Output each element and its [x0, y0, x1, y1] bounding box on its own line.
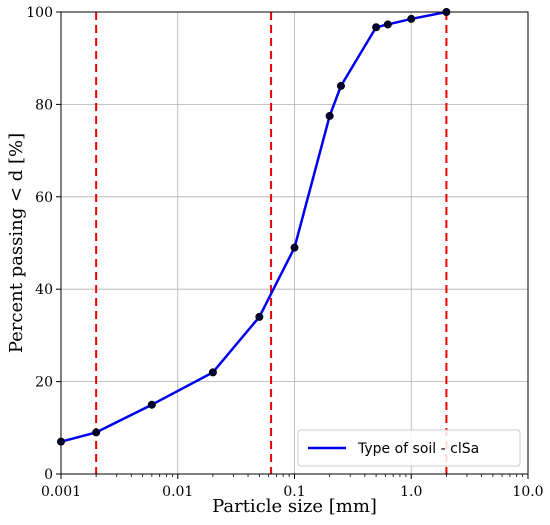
legend-entry-label: Type of soil - clSa [357, 441, 479, 457]
data-point [208, 368, 217, 377]
legend-box [297, 429, 521, 467]
y-axis-label: Percent passing < d [%] [6, 133, 27, 353]
x-axis-label: Particle size [mm] [212, 496, 377, 517]
legend: Type of soil - clSa [297, 429, 521, 467]
data-point [372, 23, 381, 32]
x-tick-label: 0.1 [283, 484, 305, 500]
x-tick-label: 0.001 [41, 484, 81, 500]
x-tick-label: 0.01 [162, 484, 193, 500]
data-point [92, 428, 101, 437]
series-layer [60, 10, 447, 443]
y-tick-label: 60 [35, 190, 53, 206]
x-tick-label: 10.0 [512, 484, 543, 500]
data-point [325, 111, 334, 120]
reference-lines [95, 12, 448, 474]
data-point [336, 81, 345, 90]
data-point [147, 400, 156, 409]
x-axis-ticks: 0.001 0.01 0.1 1.0 10.0 [41, 474, 544, 500]
y-tick-label: 20 [35, 375, 53, 391]
marker-layer [57, 7, 451, 446]
y-tick-label: 40 [35, 282, 53, 298]
data-point [290, 243, 299, 252]
series-line [60, 10, 447, 443]
data-point [255, 312, 264, 321]
data-point [383, 20, 392, 29]
y-axis-ticks: 0 20 40 60 80 100 [26, 5, 61, 483]
y-tick-label: 100 [26, 5, 53, 21]
y-tick-label: 80 [35, 97, 53, 113]
x-tick-label: 1.0 [400, 484, 422, 500]
y-tick-label: 0 [44, 467, 53, 483]
data-point [407, 14, 416, 23]
